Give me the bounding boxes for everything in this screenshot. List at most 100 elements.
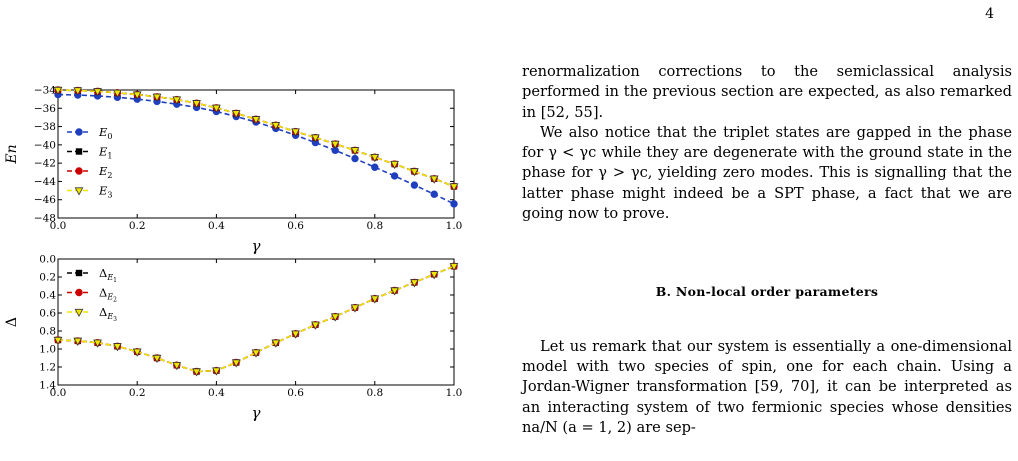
data-point-ΔE3 — [350, 304, 360, 313]
data-point-E3 — [330, 140, 340, 149]
legend-label-E0: E0 — [98, 125, 113, 141]
legend-label-ΔE3: ΔE3 — [99, 305, 117, 323]
legend-marker-E0 — [75, 128, 83, 136]
data-point-ΔE3 — [113, 343, 122, 352]
legend-label-ΔE1: ΔE1 — [99, 266, 117, 284]
data-point-ΔE3 — [330, 313, 340, 322]
data-point-ΔE3 — [192, 368, 201, 377]
y-tick-label: 1.2 — [39, 362, 56, 374]
legend-label-ΔE2: ΔE2 — [99, 286, 117, 304]
y-tick-label: −42 — [34, 158, 56, 170]
series-line-E1 — [57, 89, 455, 188]
y-axis-label: En — [4, 144, 20, 164]
y-tick-label: 0.8 — [39, 326, 56, 338]
data-point-ΔE3 — [212, 367, 221, 376]
data-point-E3 — [410, 168, 419, 177]
data-point-ΔE3 — [73, 337, 83, 346]
y-tick-label: −36 — [34, 103, 56, 115]
y-tick-label: −38 — [34, 121, 56, 133]
data-point-ΔE3 — [291, 330, 300, 339]
section-heading: B. Non-local order parameters — [655, 284, 879, 300]
x-axis-label: γ — [252, 404, 261, 422]
data-point-E3 — [172, 96, 182, 105]
x-tick-label: 0.2 — [129, 220, 146, 232]
series-line-E0 — [57, 93, 455, 205]
data-point-E3 — [73, 87, 83, 96]
x-tick-label: 0.8 — [366, 387, 383, 399]
data-point-E0 — [450, 200, 458, 208]
x-tick-label: 1.0 — [446, 220, 463, 232]
data-point-E3 — [370, 154, 380, 163]
legend-marker-E3 — [74, 187, 84, 196]
data-point-E3 — [449, 183, 459, 192]
data-point-E3 — [212, 104, 221, 113]
legend-label-E1: E1 — [98, 145, 113, 161]
legend-label-E3: E3 — [98, 184, 113, 200]
paragraph-3: Let us remark that our system is essenti… — [522, 337, 1012, 436]
data-point-E3 — [429, 175, 439, 184]
y-tick-label: 0.4 — [39, 290, 56, 302]
text-column: renormalization corrections to the semic… — [522, 62, 1012, 438]
y-tick-label: 0.0 — [39, 254, 56, 266]
data-point-ΔE3 — [390, 287, 399, 296]
legend-marker-ΔE2 — [75, 288, 83, 297]
paragraph-2: We also notice that the triplet states a… — [522, 123, 1012, 223]
y-tick-label: 1.0 — [39, 344, 56, 356]
data-point-E0 — [351, 154, 359, 163]
data-point-ΔE3 — [152, 354, 162, 364]
x-axis-label: γ — [252, 237, 261, 255]
data-point-ΔE3 — [93, 339, 102, 348]
page-number: 4 — [985, 6, 994, 22]
data-point-ΔE3 — [172, 362, 182, 371]
legend-label-E2: E2 — [98, 164, 113, 180]
data-point-ΔE3 — [449, 263, 459, 272]
x-tick-label: 0.6 — [287, 220, 304, 232]
data-point-E3 — [192, 100, 201, 109]
data-point-ΔE3 — [410, 279, 419, 288]
data-point-E3 — [53, 86, 63, 96]
y-tick-label: 0.6 — [39, 308, 56, 320]
data-point-E0 — [410, 181, 419, 189]
x-tick-label: 0.8 — [366, 220, 383, 232]
data-point-E3 — [390, 160, 399, 170]
legend-marker-ΔE3 — [74, 308, 84, 318]
series-line-E2 — [57, 89, 455, 188]
x-tick-label: 0.6 — [287, 387, 304, 399]
y-tick-label: −40 — [34, 139, 56, 151]
data-point-E3 — [311, 134, 320, 143]
data-point-ΔE3 — [132, 348, 142, 357]
series-line-ΔE3 — [57, 265, 455, 373]
x-tick-label: 0.4 — [208, 220, 225, 232]
y-tick-label: 0.2 — [39, 272, 56, 284]
data-point-ΔE3 — [53, 336, 63, 346]
y-axis-label: Δ — [4, 317, 20, 327]
y-tick-label: 1.4 — [39, 380, 56, 392]
data-point-E0 — [371, 163, 379, 171]
x-tick-label: 0.2 — [129, 387, 146, 399]
data-point-E3 — [231, 110, 241, 119]
data-point-ΔE3 — [370, 295, 380, 304]
legend-marker-ΔE1 — [75, 269, 83, 277]
x-tick-label: 0.4 — [208, 387, 225, 399]
data-point-ΔE3 — [231, 359, 241, 368]
data-point-E3 — [113, 89, 122, 98]
plot-frame-1 — [57, 89, 455, 219]
paragraph-1: renormalization corrections to the semic… — [522, 63, 1012, 121]
y-tick-label: −44 — [34, 176, 56, 188]
data-point-E3 — [132, 91, 142, 100]
y-tick-label: −46 — [34, 194, 56, 206]
figure-svg: 0.0 0.2 0.4 0.6 0.8 1.0 −34 −36 −38 −40 −42 −44 −46 −… — [4, 85, 463, 423]
data-point-ΔE3 — [429, 271, 439, 280]
data-point-E3 — [93, 88, 102, 97]
plot-frame-2 — [57, 258, 455, 386]
data-point-E3 — [271, 122, 281, 131]
data-point-ΔE3 — [271, 339, 281, 348]
data-point-E3 — [350, 147, 360, 156]
figure-energy-and-gap: 0.0 0.2 0.4 0.6 0.8 1.0 −34 −36 −38 −40 −42 −44 −46 −… — [0, 0, 470, 461]
data-point-E0 — [430, 190, 438, 198]
y-tick-label: −48 — [34, 213, 56, 225]
legend-marker-E2 — [75, 167, 83, 175]
y-tick-label: −34 — [34, 85, 56, 97]
series-line-E3 — [57, 89, 455, 188]
x-tick-label: 0.0 — [50, 220, 67, 232]
